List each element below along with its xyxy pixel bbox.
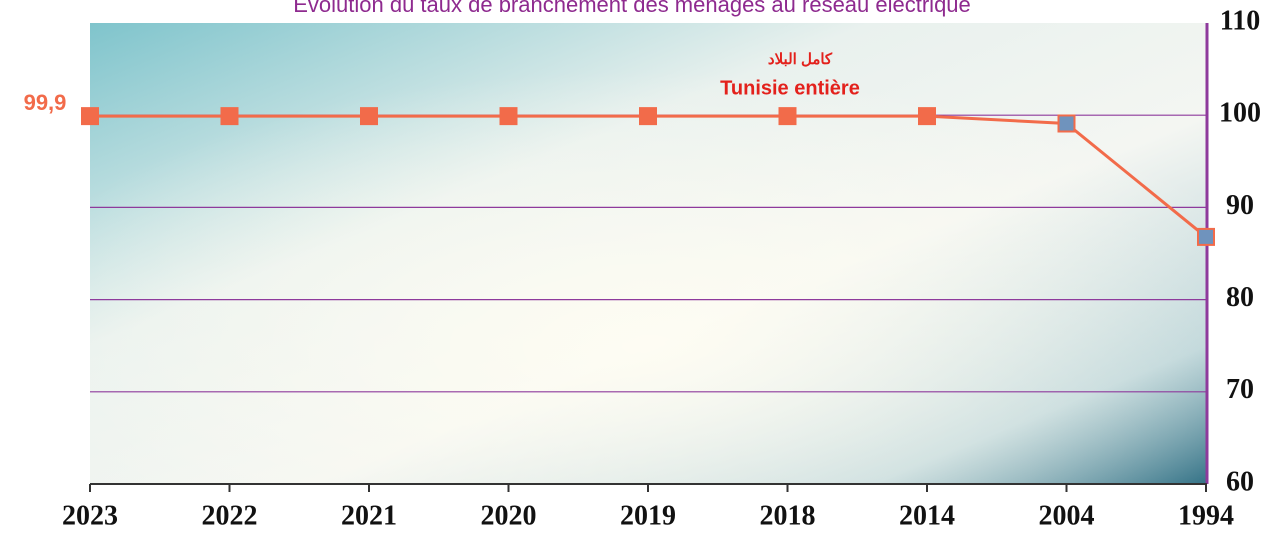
point-marker: [1197, 227, 1215, 246]
x-tick-label: 2018: [760, 500, 816, 531]
data-label: 99,9: [24, 90, 67, 115]
y-tick-label: 110: [1220, 5, 1260, 36]
x-tick-label: 2014: [899, 500, 955, 531]
point-marker: [81, 107, 99, 126]
point-marker: [639, 107, 657, 126]
legend-label-ar: كامل البلاد: [768, 51, 833, 68]
background-glow: [90, 23, 1207, 484]
x-tick-label: 2019: [620, 500, 676, 531]
y-tick-label: 90: [1226, 190, 1254, 221]
point-marker: [1057, 114, 1076, 133]
point-marker: [918, 107, 936, 126]
y-tick-label: 100: [1219, 98, 1261, 129]
y-tick-label: 80: [1226, 282, 1254, 313]
x-tick-label: 2023: [62, 500, 118, 531]
point-marker: [360, 107, 378, 126]
y-tick-label: 60: [1226, 466, 1254, 497]
point-marker: [220, 107, 239, 126]
point-marker: [499, 107, 518, 126]
x-tick-label: 2021: [341, 500, 397, 531]
x-tick-label: 2004: [1039, 500, 1095, 531]
x-tick-label: 2022: [202, 500, 258, 531]
chart-title: Évolution du taux de branchement des mén…: [293, 0, 971, 17]
x-tick-label: 2020: [481, 500, 537, 531]
y-tick-label: 70: [1226, 374, 1254, 405]
legend-label: Tunisie entière: [720, 77, 860, 99]
point-marker: [778, 107, 797, 126]
x-tick-label: 1994: [1178, 500, 1234, 531]
